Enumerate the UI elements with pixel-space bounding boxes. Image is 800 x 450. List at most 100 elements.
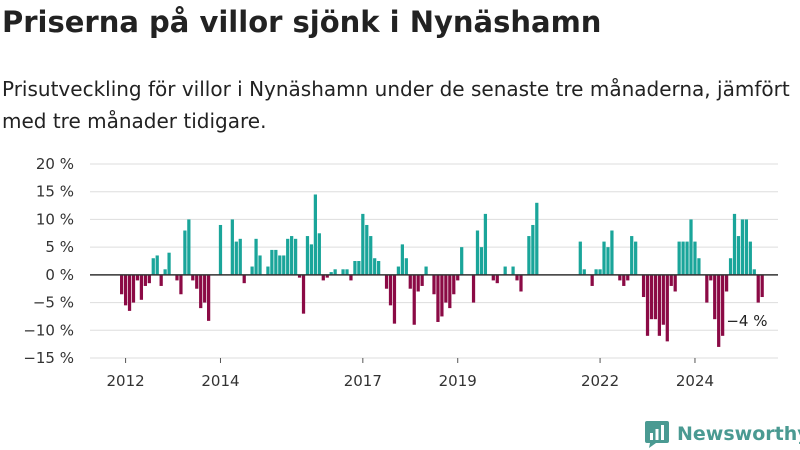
bar	[151, 258, 155, 275]
bar	[594, 269, 598, 275]
bar	[353, 261, 357, 275]
bar	[412, 274, 416, 325]
bar	[641, 274, 646, 298]
bar	[721, 274, 725, 336]
bar	[677, 241, 681, 275]
bar	[673, 274, 677, 292]
bar	[234, 241, 238, 275]
bar	[321, 274, 325, 281]
bar	[697, 258, 701, 275]
annotations: −4 %	[726, 312, 767, 330]
bar	[349, 274, 353, 281]
bar	[483, 213, 488, 275]
bar	[250, 266, 254, 275]
x-tick-label: 2012	[106, 372, 144, 390]
bar	[713, 274, 717, 320]
bar	[388, 274, 393, 306]
y-tick-label: 0 %	[45, 266, 74, 284]
bar	[475, 230, 480, 275]
bar	[143, 274, 147, 286]
bar	[756, 274, 760, 303]
bar	[203, 274, 207, 303]
bar	[535, 202, 539, 275]
bar	[396, 266, 401, 275]
bar	[313, 194, 317, 275]
bar	[590, 274, 594, 286]
bar	[420, 274, 424, 286]
bar	[333, 269, 337, 275]
bar	[448, 274, 452, 309]
bar	[317, 233, 321, 275]
bar	[301, 274, 306, 314]
bar	[681, 241, 685, 275]
bar	[187, 219, 191, 275]
bar	[159, 274, 163, 286]
bar	[361, 213, 365, 275]
bar	[645, 274, 650, 336]
bar	[329, 272, 333, 275]
y-tick-label: 10 %	[36, 210, 74, 228]
bar	[456, 274, 460, 281]
bar	[744, 219, 748, 275]
bar	[724, 274, 729, 292]
bar	[357, 261, 361, 275]
bar	[610, 230, 614, 275]
bars	[120, 194, 764, 347]
bar	[127, 274, 132, 311]
y-tick-label: −15 %	[23, 349, 74, 367]
bar	[282, 255, 286, 275]
x-tick-label: 2022	[581, 372, 619, 390]
bar	[669, 274, 673, 286]
bar	[479, 247, 484, 275]
bar	[167, 252, 171, 275]
y-tick-label: −5 %	[33, 294, 74, 312]
bar	[305, 236, 310, 275]
bar	[278, 255, 282, 275]
page-title: Priserna på villor sjönk i Nynäshamn	[2, 5, 602, 39]
x-tick-label: 2014	[201, 372, 239, 390]
bar	[274, 249, 278, 275]
bar	[460, 247, 464, 275]
bar	[290, 236, 294, 275]
annotation-label: −4 %	[726, 312, 767, 330]
bar	[392, 274, 397, 324]
page-subtitle: Prisutveckling för villor i Nynäshamn un…	[2, 77, 790, 133]
bar	[325, 274, 329, 278]
brand-name: Newsworthy	[677, 423, 800, 445]
bar	[175, 274, 179, 281]
newsworthy-logo-icon	[645, 421, 669, 448]
bar	[705, 274, 709, 303]
bar	[377, 261, 381, 275]
bar	[424, 266, 428, 275]
bar	[503, 266, 507, 275]
bar	[432, 274, 436, 295]
bar	[452, 274, 456, 295]
grid-lines	[90, 163, 778, 359]
y-tick-label: −10 %	[23, 321, 74, 339]
bar	[685, 241, 689, 275]
bar	[630, 236, 634, 275]
bar	[230, 219, 234, 275]
brand-logo: Newsworthy	[644, 419, 800, 449]
bar	[622, 274, 626, 286]
bar	[191, 274, 195, 281]
bar	[578, 241, 582, 275]
bar	[404, 258, 408, 275]
bar	[195, 274, 199, 289]
bar	[400, 244, 404, 275]
bar	[139, 274, 144, 300]
bar	[147, 274, 151, 284]
bar	[183, 230, 187, 275]
bar	[436, 274, 440, 322]
bar	[511, 266, 515, 275]
bar	[748, 241, 752, 275]
bar	[416, 274, 420, 292]
bar	[258, 255, 262, 275]
bar	[495, 274, 499, 284]
bar	[661, 274, 665, 325]
bar	[218, 224, 223, 275]
bar	[736, 236, 741, 275]
bar	[602, 241, 606, 275]
bar	[384, 274, 389, 289]
